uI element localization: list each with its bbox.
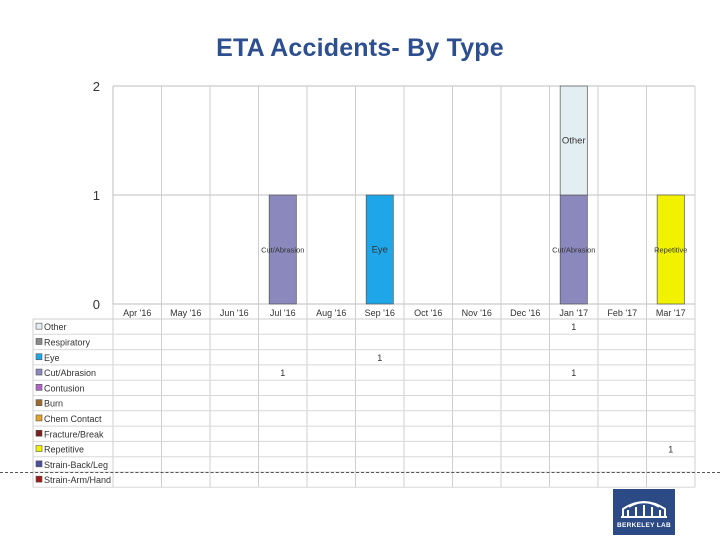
y-tick-label: 0 — [93, 297, 100, 312]
slide-divider — [0, 472, 720, 473]
category-label: May '16 — [170, 308, 201, 318]
legend-swatch — [35, 353, 43, 361]
bar-label: Other — [562, 136, 586, 147]
bar-segment — [559, 194, 588, 305]
legend-label: Strain-Arm/Hand — [44, 475, 111, 485]
legend-label: Contusion — [44, 383, 85, 393]
legend-swatch — [35, 414, 43, 422]
legend-swatch — [35, 460, 43, 468]
legend-label: Respiratory — [44, 337, 91, 347]
legend-swatch — [35, 368, 43, 376]
category-label: Oct '16 — [414, 308, 442, 318]
table-cell-value: 1 — [377, 353, 382, 363]
bar-segment — [365, 194, 394, 305]
category-label: Sep '16 — [365, 308, 395, 318]
category-label: Mar '17 — [656, 308, 686, 318]
bar-label: Repetitive — [654, 246, 687, 255]
bar-label: Cut/Abrasion — [261, 246, 304, 255]
legend-swatch — [35, 399, 43, 406]
legend-label: Eye — [44, 353, 60, 363]
legend-label: Cut/Abrasion — [44, 368, 96, 378]
legend-label: Chem Contact — [44, 414, 102, 424]
legend-label: Other — [44, 322, 67, 332]
legend-label: Repetitive — [44, 445, 84, 455]
bar-label: Cut/Abrasion — [552, 246, 595, 255]
building-arch-icon — [621, 501, 667, 518]
table-cell-value: 1 — [571, 368, 576, 378]
category-label: Nov '16 — [462, 308, 492, 318]
legend-swatch — [35, 429, 43, 437]
legend-swatch — [35, 338, 43, 345]
page-title: ETA Accidents- By Type — [216, 34, 504, 62]
legend-swatch — [35, 445, 43, 452]
logo-text: BERKELEY LAB — [616, 522, 672, 529]
legend-label: Strain-Back/Leg — [44, 460, 108, 470]
legend-label: Fracture/Break — [44, 429, 104, 439]
legend-label: Burn — [44, 399, 63, 409]
legend-swatch — [35, 322, 43, 330]
berkeley-lab-logo: BERKELEY LAB — [613, 489, 675, 535]
category-label: Feb '17 — [607, 308, 637, 318]
legend-swatch — [35, 384, 43, 391]
bar-label: Eye — [372, 245, 388, 256]
category-label: Aug '16 — [316, 308, 346, 318]
bar-segment — [559, 85, 588, 196]
table-cell-value: 1 — [280, 368, 285, 378]
table-cell-value: 1 — [668, 445, 673, 455]
bar-segment — [268, 194, 297, 305]
category-label: Apr '16 — [123, 308, 151, 318]
table-cell-value: 1 — [571, 322, 576, 332]
category-label: Dec '16 — [510, 308, 540, 318]
category-label: Jan '17 — [559, 308, 588, 318]
category-label: Jun '16 — [220, 308, 249, 318]
bar-segment — [656, 194, 685, 305]
legend-swatch — [35, 475, 43, 483]
category-label: Jul '16 — [270, 308, 296, 318]
y-tick-label: 2 — [93, 79, 100, 94]
y-tick-label: 1 — [93, 188, 100, 203]
